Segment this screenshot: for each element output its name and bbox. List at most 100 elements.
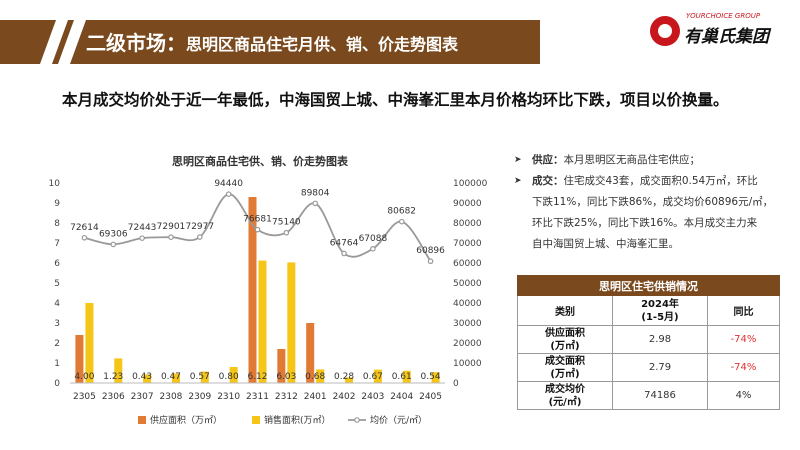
- sales-data-label: 0.54: [421, 372, 441, 382]
- table-row-label: 成交均价 (元/㎡): [517, 381, 613, 410]
- note-supply-label: 供应：: [532, 154, 564, 166]
- price-data-label: 72901: [157, 222, 186, 232]
- sales-bar: [402, 370, 411, 383]
- sales-bar: [114, 358, 123, 383]
- price-supply-chart: 思明区商品住宅供、销、价走势图表 0 1 2 3 4 5 6 7 8 9 10 0 10000 2000…: [49, 154, 488, 426]
- note-deal-line: 环比下跌25%，同比下跌16%。本月成交主力来: [532, 217, 758, 229]
- right-axis-tick-label: 90000: [453, 199, 482, 209]
- right-axis-tick-label: 60000: [453, 259, 482, 269]
- price-data-label: 89804: [301, 188, 330, 198]
- bullet-arrow-icon: ➤: [514, 176, 522, 186]
- left-axis-tick-label: 6: [54, 259, 60, 269]
- right-axis-tick-label: 20000: [453, 339, 482, 349]
- supply-bar: [248, 197, 257, 383]
- right-axis-tick-label: 0: [453, 379, 459, 389]
- price-data-label: 72443: [128, 223, 157, 233]
- notes-panel: ➤ 供应：本月思明区无商品住宅供应； ➤ 成交：住宅成交43套，成交面积0.54…: [512, 150, 792, 255]
- table-row-label: 供应面积 (万㎡): [517, 325, 613, 354]
- note-deal-line: 下跌11%，同比下跌86%，成交均价60896元/㎡，: [532, 196, 774, 208]
- sales-bar: [143, 374, 152, 383]
- brand-logo: YOURCHOICE GROUP 有巢氏集团: [650, 12, 790, 52]
- sales-bar: [345, 377, 354, 383]
- x-axis-tick-label: 2405: [419, 392, 442, 402]
- sales-bar: [171, 373, 180, 383]
- sales-data-label: 0.47: [161, 372, 181, 382]
- right-axis: 0 10000 20000 30000 40000 50000 60000 70000 8000…: [453, 179, 488, 389]
- sales-data-label: 0.67: [363, 372, 383, 382]
- sales-data-label: 6.12: [247, 372, 267, 382]
- x-axis-tick-label: 2312: [275, 392, 298, 402]
- price-data-label: 67088: [359, 234, 388, 244]
- legend-label-price: 均价（元/㎡）: [370, 414, 427, 426]
- page-title: 二级市场：思明区商品住宅月供、销、价走势图表: [86, 27, 458, 56]
- sales-bar: [85, 303, 94, 383]
- note-supply: ➤ 供应：本月思明区无商品住宅供应；: [512, 150, 792, 171]
- left-axis-tick-label: 4: [54, 299, 60, 309]
- sales-data-label: 0.43: [132, 372, 152, 382]
- x-axis-tick-label: 2403: [361, 392, 384, 402]
- table-header-cell: 同比: [707, 295, 780, 326]
- supply-bar: [277, 349, 286, 383]
- legend-marker-price: [354, 417, 360, 423]
- left-axis: 0 1 2 3 4 5 6 7 8 9 10: [49, 179, 61, 389]
- price-data-label: 64764: [330, 238, 359, 248]
- price-data-label: 72977: [185, 222, 214, 232]
- right-axis-tick-label: 100000: [453, 179, 488, 189]
- table-header-cell: 类别: [517, 295, 613, 326]
- sales-bar: [431, 372, 440, 383]
- headline: 本月成交均价处于近一年最低，中海国贸上城、中海峯汇里本月价格均环比下跌，项目以价…: [62, 91, 729, 109]
- legend-label-supply: 供应面积（万㎡）: [150, 414, 222, 426]
- price-point: [81, 234, 88, 241]
- right-axis-tick-label: 30000: [453, 319, 482, 329]
- sales-data-label: 0.61: [392, 372, 412, 382]
- left-axis-tick-label: 7: [54, 239, 60, 249]
- table-header-cell: 2024年 (1-5月): [612, 295, 708, 326]
- price-data-label: 72614: [70, 223, 99, 233]
- bar-series: [75, 197, 440, 383]
- price-point: [427, 258, 434, 265]
- price-data-label: 69306: [99, 229, 128, 239]
- legend-swatch-sales: [252, 416, 260, 424]
- price-point: [197, 234, 203, 240]
- price-data-label: 76681: [243, 215, 272, 225]
- price-data-label: 60896: [416, 246, 445, 256]
- sales-data-label: 1.23: [103, 372, 123, 382]
- price-point: [225, 191, 232, 197]
- x-axis-tick-label: 2404: [390, 392, 413, 402]
- page-title-main: 二级市场：: [86, 31, 186, 55]
- sales-bar: [258, 260, 267, 383]
- price-point: [283, 229, 290, 236]
- table-row: 成交均价 (元/㎡) 74186 4%: [517, 381, 780, 410]
- supply-bar: [306, 323, 315, 383]
- right-axis-tick-label: 50000: [453, 279, 482, 289]
- x-axis-tick-label: 2402: [333, 392, 356, 402]
- left-axis-tick-label: 3: [54, 319, 60, 329]
- x-axis-tick-label: 2306: [102, 392, 125, 402]
- x-axis-tick-label: 2305: [73, 392, 96, 402]
- logo-mark-icon: [650, 16, 680, 46]
- left-axis-tick-label: 0: [54, 379, 60, 389]
- note-supply-text: 本月思明区无商品住宅供应；: [563, 154, 701, 166]
- sales-data-label: 0.68: [305, 372, 325, 382]
- table-row: 供应面积 (万㎡) 2.98 -74%: [517, 325, 780, 354]
- price-point: [312, 200, 318, 207]
- right-axis-tick-label: 40000: [453, 299, 482, 309]
- x-axis: 2305 2306 2307 2308 2309 2310 2311 2312 2401 2402…: [70, 382, 445, 402]
- sales-data-label: 0.57: [190, 372, 210, 382]
- line-series: [81, 191, 434, 265]
- sales-bar: [373, 369, 382, 383]
- x-axis-tick-label: 2311: [246, 392, 269, 402]
- table-row-value: 74186: [612, 381, 708, 410]
- table-title-row: 思明区住宅供销情况: [517, 275, 780, 296]
- table-row-yoy: -74%: [707, 353, 780, 382]
- logo-chinese-name: 有巢氏集团: [684, 27, 769, 47]
- left-axis-tick-label: 5: [54, 279, 60, 289]
- sales-data-label: 0.28: [334, 372, 354, 382]
- table-row-value: 2.98: [612, 325, 708, 354]
- price-point: [139, 235, 145, 241]
- supply-sales-table: 思明区住宅供销情况 类别 2024年 (1-5月) 同比 供应面积 (万㎡) 2…: [517, 275, 780, 410]
- left-axis-tick-label: 10: [49, 179, 61, 189]
- table-row: 成交面积 (万㎡) 2.79 -74%: [517, 353, 780, 382]
- right-axis-tick-label: 80000: [453, 219, 482, 229]
